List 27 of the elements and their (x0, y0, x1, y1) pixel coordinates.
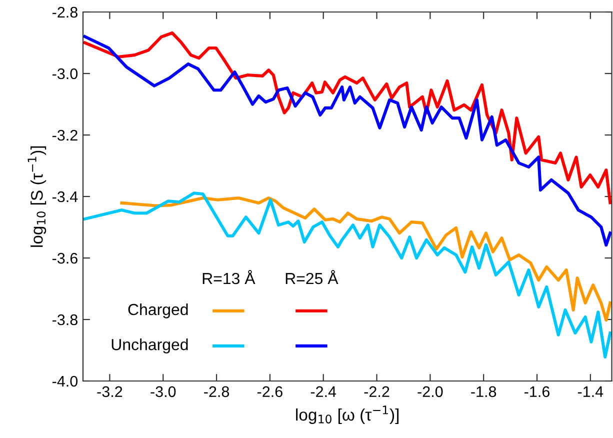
x-axis-title: log$_{10}$ [ω (τ$^{−1}$)] (296, 406, 399, 424)
x-tick-label: -2.0 (418, 386, 443, 398)
x-tick-label: -3.2 (97, 386, 122, 398)
y-tick-label: -3.8 (52, 314, 78, 326)
x-tick-label: -2.6 (257, 386, 282, 398)
annotation: Charged (128, 303, 188, 318)
x-tick-label: -3.0 (150, 386, 176, 398)
x-tick-label: -1.6 (524, 386, 550, 398)
x-tick-label: -1.8 (471, 386, 496, 398)
y-tick-label: -3.2 (52, 130, 78, 141)
y-tick-label: -3.6 (52, 252, 78, 264)
annotation: R=25 Å (286, 270, 338, 284)
annotation: R=13 Å (202, 270, 256, 284)
y-tick-label: -3.4 (52, 191, 78, 202)
line-series (83, 31, 612, 204)
x-tick-label: -2.4 (310, 386, 336, 397)
line-series (120, 196, 612, 322)
x-tick-label: -1.4 (578, 386, 604, 397)
y-tick-label: -3.0 (52, 68, 78, 80)
annotation: Uncharged (112, 338, 188, 354)
line-series (83, 35, 612, 247)
y-tick-label: -2.8 (52, 6, 78, 18)
line-series (83, 192, 612, 359)
x-tick-label: -2.2 (364, 386, 390, 397)
y-axis-title: log$_{10}$ [S (τ$^{−1}$)] (28, 146, 46, 247)
x-tick-label: -2.8 (204, 386, 230, 398)
y-tick-label: -4.0 (52, 376, 78, 387)
